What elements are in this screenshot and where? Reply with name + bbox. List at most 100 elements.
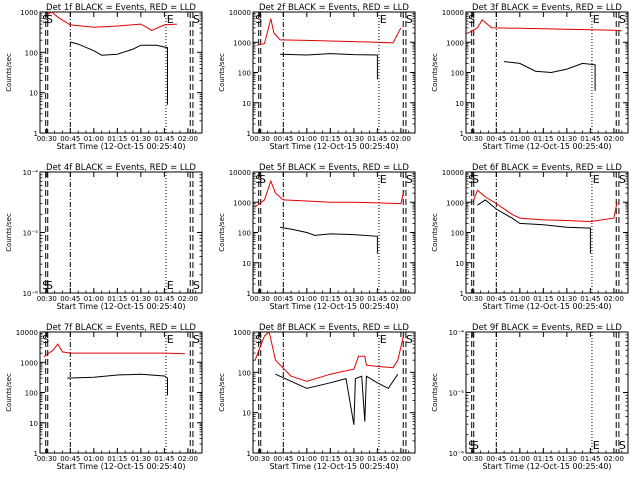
y-tick-label: 1 — [247, 450, 251, 458]
y-tick-label: 100 — [25, 390, 38, 398]
event-marker-label: S — [619, 13, 626, 26]
y-tick-label: 100 — [25, 49, 38, 57]
x-tick-label: 01:30 — [131, 455, 151, 463]
events-series-line — [504, 61, 596, 91]
x-tick-label: 02:00 — [178, 455, 198, 463]
y-tick-label: 100 — [451, 70, 464, 78]
event-marker-label: S — [193, 13, 200, 26]
x-tick-label: 01:45 — [367, 295, 387, 303]
y-tick-label: 10000 — [229, 169, 251, 177]
x-tick-label: 01:45 — [154, 455, 174, 463]
lld-series-line — [254, 331, 405, 382]
x-tick-label: 01:00 — [510, 295, 530, 303]
y-tick-label: 10000 — [442, 169, 464, 177]
y-tick-label: 1000 — [446, 39, 464, 47]
x-tick-label: 01:00 — [84, 295, 104, 303]
y-tick-label: 10 — [29, 420, 38, 428]
x-tick-label: 01:45 — [580, 135, 600, 143]
y-tick-label: 100 — [238, 70, 251, 78]
events-series-line — [280, 53, 378, 80]
y-tick-label: 10000 — [442, 9, 464, 17]
event-marker-label: S — [255, 13, 262, 26]
y-tick-label: 10000 — [16, 329, 38, 337]
plot-title: Det 8f BLACK = Events, RED = LLD — [259, 323, 409, 333]
x-axis-label: Start Time (12-Oct-15 00:25:40) — [269, 302, 398, 311]
plot-frame — [252, 171, 416, 294]
plot-frame — [39, 171, 203, 294]
y-axis-label: Counts/sec — [5, 373, 13, 412]
lld-series-line — [256, 18, 402, 46]
plot-frame — [252, 331, 416, 454]
event-marker-label: E — [593, 173, 600, 186]
y-tick-label: 1 — [247, 130, 251, 138]
lld-series-line — [44, 11, 177, 31]
plot-title: Det 6f BLACK = Events, RED = LLD — [472, 163, 622, 173]
y-tick-label: 1000 — [20, 9, 38, 17]
plot-frame — [465, 331, 629, 454]
event-marker-label: S — [619, 173, 626, 186]
event-marker-label: E — [380, 13, 387, 26]
plot-title: Det 2f BLACK = Events, RED = LLD — [259, 3, 409, 13]
x-axis-label: Start Time (12-Oct-15 00:25:40) — [56, 302, 185, 311]
y-tick-label: 10⁻⁵ — [449, 390, 465, 398]
x-tick-label: 01:15 — [533, 455, 553, 463]
y-axis-label: Counts/sec — [218, 213, 226, 252]
x-tick-label: 01:30 — [344, 135, 364, 143]
plot-panel: Det 8f BLACK = Events, RED = LLD Counts/s… — [218, 323, 416, 471]
plot-panel: Det 4f BLACK = Events, RED = LLD Counts/s… — [5, 163, 203, 311]
x-tick-label: 00:45 — [486, 135, 506, 143]
x-tick-label: 00:30 — [37, 135, 57, 143]
x-tick-label: 02:00 — [391, 135, 411, 143]
y-axis-label: Counts/sec — [431, 53, 439, 92]
plot-panel: Det 2f BLACK = Events, RED = LLD Counts/s… — [218, 3, 416, 151]
event-marker-label: E — [167, 13, 174, 26]
x-axis-label: Start Time (12-Oct-15 00:25:40) — [269, 462, 398, 471]
y-tick-label: 10 — [242, 100, 251, 108]
event-marker-label: S — [468, 13, 475, 26]
events-series-line — [280, 226, 378, 254]
y-tick-label: 1000 — [233, 329, 251, 337]
plot-frame — [39, 11, 203, 134]
event-marker-label: S — [406, 13, 413, 26]
plot-frame — [465, 171, 629, 294]
x-tick-label: 01:45 — [367, 135, 387, 143]
y-tick-label: 10000 — [229, 9, 251, 17]
x-tick-label: 00:45 — [273, 295, 293, 303]
y-tick-label: 10 — [242, 410, 251, 418]
y-tick-label: 1 — [460, 130, 464, 138]
events-series-line — [67, 373, 168, 396]
y-axis-label: Counts/sec — [218, 373, 226, 412]
x-tick-label: 00:30 — [37, 455, 57, 463]
x-tick-label: 00:45 — [60, 455, 80, 463]
event-marker-label: S — [406, 173, 413, 186]
x-tick-label: 01:45 — [367, 455, 387, 463]
events-series-line — [477, 199, 591, 254]
x-tick-label: 01:30 — [557, 135, 577, 143]
event-marker-label: S — [619, 439, 626, 452]
plot-panel: Det 5f BLACK = Events, RED = LLD Counts/s… — [218, 163, 416, 311]
x-tick-label: 00:45 — [273, 455, 293, 463]
y-tick-label: 1000 — [20, 359, 38, 367]
plot-title: Det 1f BLACK = Events, RED = LLD — [46, 3, 196, 13]
x-tick-label: 02:00 — [604, 295, 624, 303]
event-marker-label: E — [593, 13, 600, 26]
x-tick-label: 01:45 — [580, 455, 600, 463]
x-tick-label: 00:30 — [250, 455, 270, 463]
x-tick-label: 00:30 — [37, 295, 57, 303]
x-tick-label: 01:15 — [107, 135, 127, 143]
event-marker-label: S — [468, 173, 475, 186]
y-tick-label: 1 — [34, 450, 38, 458]
x-tick-label: 00:45 — [60, 135, 80, 143]
x-tick-label: 01:45 — [154, 295, 174, 303]
y-tick-label: 10 — [29, 90, 38, 98]
x-tick-label: 00:30 — [463, 295, 483, 303]
event-marker-label: S — [255, 173, 262, 186]
plot-frame — [252, 11, 416, 134]
x-tick-label: 01:15 — [320, 135, 340, 143]
x-axis-label: Start Time (12-Oct-15 00:25:40) — [482, 462, 611, 471]
x-tick-label: 01:00 — [84, 455, 104, 463]
x-axis-label: Start Time (12-Oct-15 00:25:40) — [269, 142, 398, 151]
y-tick-label: 100 — [238, 230, 251, 238]
y-tick-label: 10⁻⁴ — [449, 329, 465, 337]
